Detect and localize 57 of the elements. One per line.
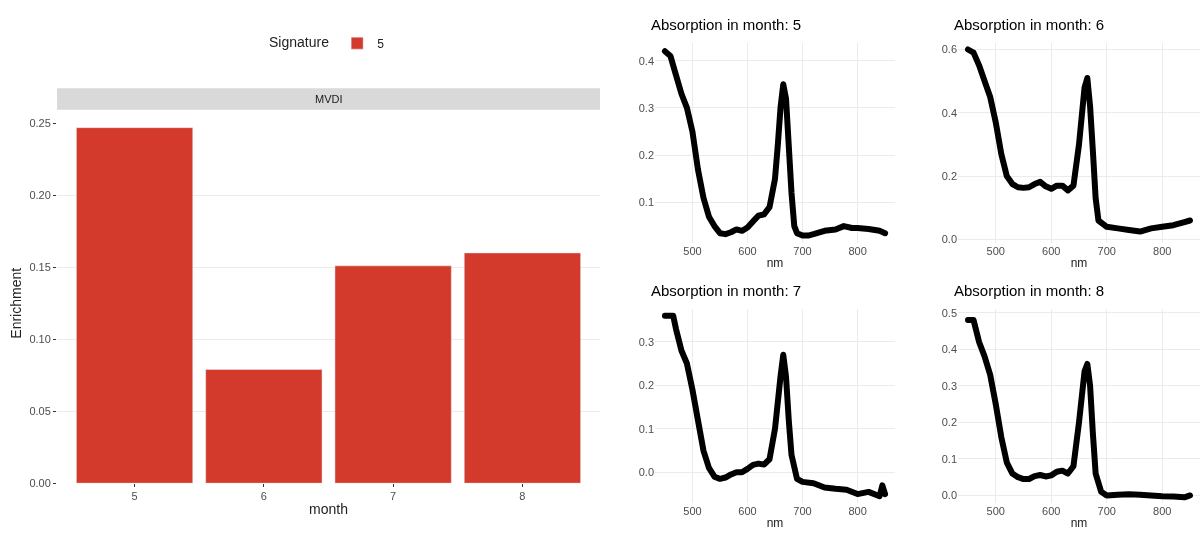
y-tick-label: 0.1: [638, 422, 654, 435]
x-tick-label: 700: [793, 504, 812, 517]
x-tick-label: 8: [519, 490, 526, 503]
chart-title: MVDI: [315, 93, 343, 105]
y-tick-label: 0.10: [29, 333, 51, 346]
x-tick-label: 600: [738, 244, 757, 257]
y-tick-label: 0.0: [638, 466, 654, 479]
y-tick-label: 0.2: [638, 149, 654, 162]
y-tick-label: 0.15: [29, 261, 51, 274]
x-tick-label: 800: [1153, 504, 1172, 517]
y-tick-label: 0.4: [638, 54, 654, 67]
x-tick-label: 7: [390, 490, 397, 503]
x-tick-label: 5: [131, 490, 138, 503]
x-tick-label: 600: [1042, 504, 1061, 517]
chart-title: Absorption in month: 8: [954, 282, 1105, 299]
y-tick-label: 0.2: [941, 170, 957, 182]
y-tick-label: 0.5: [941, 306, 957, 319]
y-tick-label: 0.4: [941, 343, 957, 356]
x-tick-label: 600: [1042, 244, 1061, 257]
x-tick-label: 800: [848, 244, 867, 257]
y-axis-title: Enrichment: [7, 267, 24, 339]
chart-title: Absorption in month: 5: [651, 16, 802, 33]
y-tick-label: 0.05: [29, 405, 51, 418]
x-axis-title: nm: [1070, 255, 1088, 270]
x-tick-label: 500: [986, 504, 1005, 517]
chart-title: Absorption in month: 7: [651, 282, 802, 299]
legend-title: Signature: [269, 33, 330, 50]
y-tick-label: 0.2: [941, 416, 957, 429]
y-tick-label: 0.1: [638, 196, 654, 209]
legend-label: 5: [377, 36, 385, 51]
x-tick-label: 6: [260, 490, 267, 503]
x-axis-title: nm: [766, 515, 784, 530]
x-axis-title: nm: [1070, 515, 1088, 530]
chart-title: Absorption in month: 6: [954, 16, 1105, 33]
x-axis-title: nm: [766, 255, 784, 270]
x-tick-label: 800: [848, 504, 867, 517]
y-tick-label: 0.20: [29, 189, 51, 202]
y-tick-label: 0.4: [941, 106, 957, 119]
x-tick-label: 700: [793, 244, 812, 257]
x-axis-title: month: [309, 500, 348, 517]
x-tick-label: 700: [1097, 504, 1116, 517]
y-tick-label: 0.3: [941, 379, 957, 392]
y-tick-label: 0.1: [941, 452, 957, 465]
x-tick-label: 500: [986, 244, 1005, 257]
y-tick-label: 0.00: [29, 477, 51, 490]
x-tick-label: 700: [1097, 244, 1116, 257]
y-tick-label: 0.3: [638, 335, 654, 348]
y-tick-label: 0.3: [638, 101, 654, 114]
y-tick-label: 0.0: [941, 233, 957, 246]
x-tick-label: 600: [738, 504, 757, 517]
y-tick-label: 0.0: [941, 489, 957, 502]
x-tick-label: 800: [1153, 244, 1172, 257]
x-tick-label: 500: [683, 244, 702, 257]
y-tick-label: 0.25: [29, 117, 51, 130]
y-tick-label: 0.6: [941, 43, 957, 56]
y-tick-label: 0.2: [638, 379, 654, 392]
x-tick-label: 500: [683, 504, 702, 517]
